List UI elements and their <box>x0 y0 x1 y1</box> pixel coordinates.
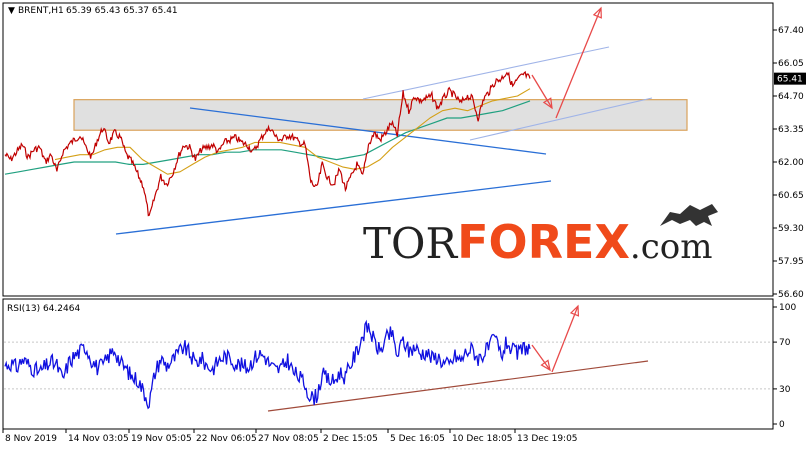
price-line <box>4 70 531 217</box>
price-tick-label: 60.65 <box>778 191 804 201</box>
rsi-tick-label: 0 <box>779 420 785 430</box>
x-tick-label: 10 Dec 18:05 <box>452 434 513 444</box>
symbol-label: BRENT,H1 <box>18 6 64 16</box>
moving-average-fast <box>54 88 531 175</box>
x-tick-label: 22 Nov 06:05 <box>196 434 257 444</box>
price-tick-label: 66.05 <box>778 59 804 69</box>
watermark-tor: TOR <box>363 219 458 268</box>
rsi-arrow-down <box>531 344 551 372</box>
descending-trendline <box>189 107 547 155</box>
symbol-menu-icon[interactable]: ▼ <box>8 6 15 16</box>
current-price-tag <box>774 72 806 85</box>
x-tick-label: 27 Nov 08:05 <box>258 434 319 444</box>
moving-average-slow <box>4 100 531 175</box>
svg-text:TORFOREX.com: TORFOREX.com <box>363 215 712 269</box>
channel-upper-line <box>362 46 610 100</box>
rsi-tick-label: 100 <box>779 303 796 313</box>
current-price-label: 65.41 <box>777 75 803 85</box>
forecast-arrow-up-path <box>555 7 602 119</box>
watermark: TORFOREX.com <box>363 204 718 269</box>
price-tick-label: 59.30 <box>778 224 804 234</box>
forecast-arrow-down <box>531 74 553 110</box>
rsi-arrow-down-path <box>531 344 551 371</box>
rsi-line <box>4 319 531 410</box>
rsi-arrow-down-head <box>540 359 551 372</box>
x-tick-label: 19 Nov 05:05 <box>131 434 192 444</box>
price-tick-label: 62.00 <box>778 158 804 168</box>
price-tick-label: 64.70 <box>778 92 804 102</box>
rsi-panel <box>2 298 774 430</box>
bull-bear-logo-icon <box>660 204 718 226</box>
price-tick-label: 63.35 <box>778 125 804 135</box>
rsi-trendline <box>267 360 649 412</box>
ohlc-label: 65.39 65.43 65.37 65.41 <box>66 6 178 16</box>
rsi-tick-label: 30 <box>779 385 791 395</box>
price-tick-label: 57.95 <box>778 257 804 267</box>
watermark-com: .com <box>630 227 713 267</box>
forecast-arrow-up <box>555 6 602 119</box>
x-tick-label: 13 Dec 19:05 <box>517 434 578 444</box>
rsi-tick-label: 70 <box>779 338 791 348</box>
rsi-label: RSI(13) 64.2464 <box>7 304 80 314</box>
watermark-forex: FOREX <box>457 215 630 269</box>
x-tick-label: 5 Dec 16:05 <box>390 434 445 444</box>
rsi-arrow-up <box>551 304 580 373</box>
channel-lower-line <box>469 97 653 141</box>
x-tick-label: 2 Dec 15:05 <box>323 434 378 444</box>
price-tick-label: 67.40 <box>778 26 804 36</box>
price-panel <box>2 2 774 297</box>
rsi-arrow-up-path <box>551 305 579 373</box>
ascending-trendline <box>115 180 552 235</box>
x-tick-label: 8 Nov 2019 <box>5 434 57 444</box>
rsi-arrow-up-head <box>569 304 580 317</box>
forecast-arrow-down-head <box>542 97 553 110</box>
resistance-zone <box>73 99 688 131</box>
forecast-arrow-up-head <box>592 6 602 19</box>
price-tick-label: 56.60 <box>778 290 804 300</box>
forecast-arrow-down-path <box>531 74 553 109</box>
x-tick-label: 14 Nov 03:05 <box>68 434 129 444</box>
